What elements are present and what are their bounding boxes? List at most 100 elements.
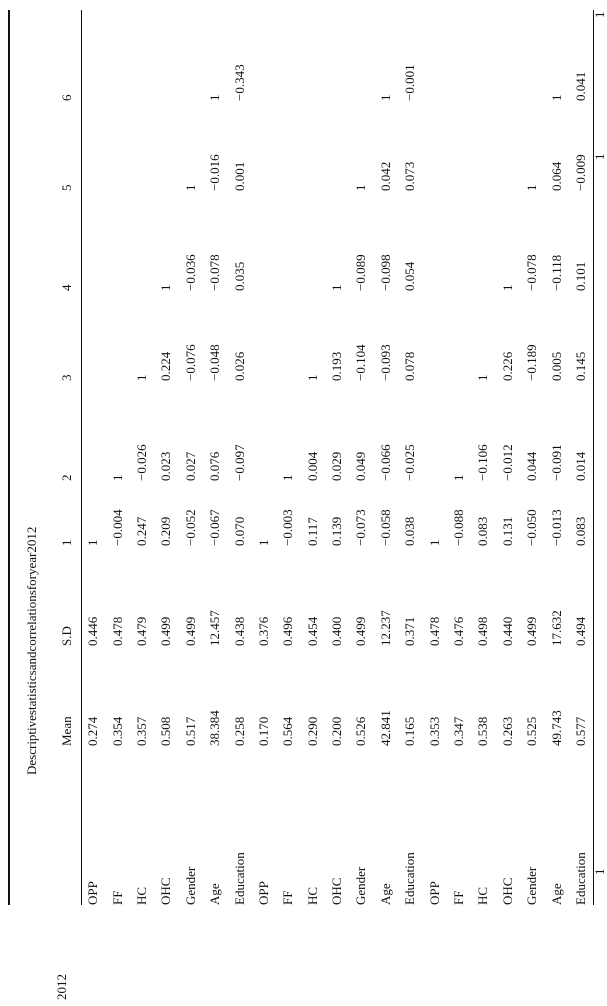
cell: −0.073 xyxy=(353,509,369,546)
empty-cell xyxy=(471,101,495,191)
cell: 0.479 xyxy=(133,616,149,646)
cell: 0.499 xyxy=(182,616,198,646)
stats-table: Mean S.D 1 2 3 4 5 6 OPP 0.274 0.446 1 FF 0.354 0.478… xyxy=(8,10,594,905)
empty-cell xyxy=(81,381,105,481)
empty-cell xyxy=(276,101,300,191)
cell: 1 xyxy=(329,284,345,292)
row-label: OPP xyxy=(426,881,442,905)
table-row: HC 0.290 0.454 0.117 0.004 1 xyxy=(301,10,325,906)
cell: 0.438 xyxy=(231,616,247,646)
cell: −0.050 xyxy=(524,509,540,546)
header-cell: S.D xyxy=(9,546,81,646)
empty-cell xyxy=(105,291,129,381)
cell: 0.005 xyxy=(548,351,564,381)
cell: 0.001 xyxy=(231,161,247,191)
cell: −0.189 xyxy=(524,344,540,381)
side-label: 2012 xyxy=(54,974,69,1000)
empty-cell xyxy=(81,191,105,291)
cell: 1 xyxy=(158,284,174,292)
cell: 38.384 xyxy=(207,710,223,746)
cell: 0.101 xyxy=(572,261,588,291)
header-cell: Mean xyxy=(9,646,81,746)
cell: −0.091 xyxy=(548,444,564,481)
cell: −0.003 xyxy=(280,509,296,546)
cell: −0.012 xyxy=(499,444,515,481)
cell: 0.004 xyxy=(304,451,320,481)
empty-cell xyxy=(471,191,495,291)
cell: −0.036 xyxy=(182,254,198,291)
empty-cell xyxy=(130,191,154,291)
empty-cell xyxy=(447,291,471,381)
row-label: Education xyxy=(402,852,418,905)
cell: 0.044 xyxy=(524,451,540,481)
row-label: Education xyxy=(572,852,588,905)
cell: 1 xyxy=(426,539,442,547)
empty-cell xyxy=(154,10,178,101)
cell: 0.400 xyxy=(329,616,345,646)
row-label: OPP xyxy=(85,881,101,905)
cell: 1 xyxy=(499,284,515,292)
cell: 0.478 xyxy=(109,616,125,646)
cell: 0.038 xyxy=(402,516,418,546)
cell: 42.841 xyxy=(377,710,393,746)
table-row: FF 0.564 0.496 −0.003 1 xyxy=(276,10,300,906)
cell: −0.066 xyxy=(377,444,393,481)
empty-cell xyxy=(349,10,373,101)
empty-cell xyxy=(130,10,154,101)
cell: −0.048 xyxy=(207,344,223,381)
cell: 12.237 xyxy=(377,610,393,646)
cell: 0.014 xyxy=(572,451,588,481)
empty-cell xyxy=(252,381,276,481)
cell: 1 xyxy=(133,374,149,382)
cell: 0.498 xyxy=(475,616,491,646)
cell: 49.743 xyxy=(548,710,564,746)
table-row: OPP 0.274 0.446 1 xyxy=(81,10,105,906)
cell: 0.258 xyxy=(231,716,247,746)
cell: −0.106 xyxy=(475,444,491,481)
cell: 0.041 xyxy=(572,71,588,101)
cell: 17.632 xyxy=(548,610,564,646)
cell: 0.165 xyxy=(402,716,418,746)
row-label: Age xyxy=(377,883,393,905)
cell: 0.357 xyxy=(133,716,149,746)
table-row: Education 0.258 0.438 0.070 −0.097 0.026 0.035… xyxy=(227,10,251,905)
cell: 0.508 xyxy=(158,716,174,746)
cell: 0.263 xyxy=(499,716,515,746)
cell: 0.170 xyxy=(255,716,271,746)
empty-cell xyxy=(252,10,276,101)
cell: 0.070 xyxy=(231,516,247,546)
cell: 0.139 xyxy=(329,516,345,546)
header-cell: 1 xyxy=(9,481,81,546)
empty-cell xyxy=(520,10,544,101)
cell: 0.027 xyxy=(182,451,198,481)
cell: −0.104 xyxy=(353,344,369,381)
cell: 1 xyxy=(109,474,125,482)
cell: 0.371 xyxy=(402,616,418,646)
empty-cell xyxy=(81,10,105,101)
cell: 0.347 xyxy=(451,716,467,746)
cell: 0.494 xyxy=(572,616,588,646)
cell: 0.577 xyxy=(572,716,588,746)
table-row: OHC 0.263 0.440 0.131 −0.012 0.226 1 xyxy=(496,10,520,906)
table-row: Age 49.743 17.632 −0.013 −0.091 0.005 −0.118 0.… xyxy=(544,10,568,906)
cell: 0.083 xyxy=(475,516,491,546)
row-label: FF xyxy=(451,890,467,905)
cell: −0.078 xyxy=(207,254,223,291)
empty-cell xyxy=(471,10,495,101)
empty-cell xyxy=(105,10,129,101)
header-cell: 5 xyxy=(9,101,81,191)
empty-cell xyxy=(179,10,203,101)
table-body: OPP 0.274 0.446 1 FF 0.354 0.478 −0.004 1 HC 0.357… xyxy=(81,10,593,905)
cell: 0.353 xyxy=(426,716,442,746)
edge-mark: 1 xyxy=(592,868,607,876)
empty-cell xyxy=(276,10,300,101)
row-label: Age xyxy=(207,883,223,905)
cell: −0.097 xyxy=(231,444,247,481)
cell: −0.004 xyxy=(109,509,125,546)
table-row: Gender 0.517 0.499 −0.052 0.027 −0.076 −0.036 1 xyxy=(179,10,203,906)
cell: 1 xyxy=(451,474,467,482)
table-row: OPP 0.353 0.478 1 xyxy=(422,10,446,906)
row-label: HC xyxy=(475,886,491,905)
